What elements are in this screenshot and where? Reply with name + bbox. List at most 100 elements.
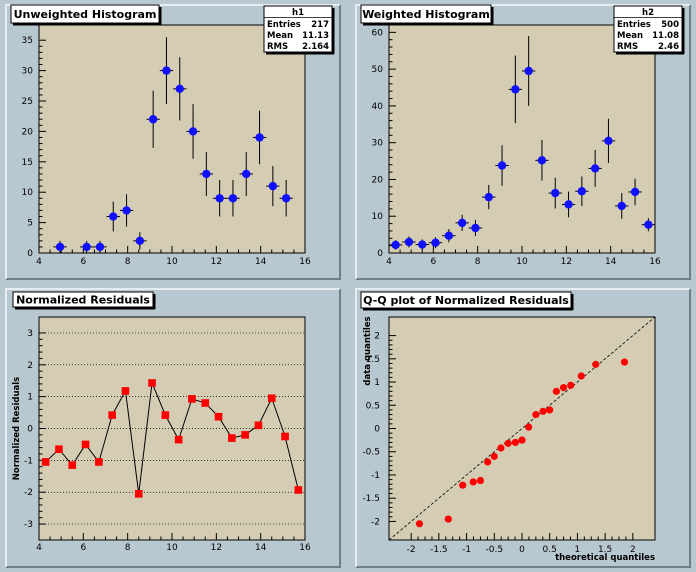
qq-point: [415, 520, 424, 528]
stats-value: 11.08: [652, 31, 679, 41]
data-point: [391, 240, 400, 250]
residual-marker: [55, 445, 63, 454]
x-tick-label: 1: [575, 545, 581, 555]
data-point: [644, 220, 653, 229]
y-tick-label: 0: [374, 425, 380, 435]
residual-marker: [161, 411, 170, 419]
data-point: [215, 194, 224, 203]
y-tick-label: 1.5: [366, 355, 380, 365]
data-point: [255, 133, 264, 142]
data-point: [484, 192, 493, 202]
data-point: [109, 212, 118, 221]
qq-point: [525, 423, 533, 431]
qq-point: [511, 438, 519, 447]
y-tick-label: 1: [27, 393, 33, 403]
y-tick-label: -1.5: [362, 494, 380, 504]
qq-point: [490, 452, 498, 460]
plot-frame: [388, 24, 656, 254]
data-point: [617, 201, 626, 211]
residual-marker: [267, 394, 276, 403]
residual-marker: [228, 434, 236, 442]
qq-point: [592, 360, 600, 368]
title-box: [10, 4, 160, 24]
stats-label: RMS: [617, 42, 638, 52]
qq-point: [497, 444, 505, 452]
qq-point: [444, 515, 452, 523]
qq-point: [552, 387, 560, 395]
data-point: [577, 187, 587, 196]
data-point: [281, 194, 291, 203]
y-tick-label: 0: [27, 249, 33, 259]
data-point: [162, 66, 171, 75]
x-axis-label: theoretical quantiles: [555, 553, 655, 563]
stats-label: RMS: [267, 42, 288, 52]
data-point: [471, 223, 480, 233]
x-tick-label: 10: [166, 543, 178, 553]
x-tick-label: 10: [166, 257, 178, 267]
y-tick-label: 20: [372, 175, 384, 185]
x-tick-label: 16: [299, 543, 311, 553]
y-tick-label: -2: [371, 517, 380, 527]
stats-value: 217: [311, 20, 329, 30]
residual-marker: [281, 432, 289, 441]
qq-point: [620, 358, 629, 366]
residual-marker: [68, 461, 77, 469]
qq-point: [504, 439, 512, 447]
data-point: [537, 156, 547, 165]
data-point: [431, 238, 440, 247]
y-tick-label: -0.5: [362, 448, 380, 458]
residual-marker: [188, 395, 196, 403]
residual-marker: [294, 486, 303, 494]
residual-marker: [41, 458, 50, 466]
x-tick-label: 10: [516, 257, 528, 267]
residual-marker: [174, 435, 183, 444]
x-tick-label: 6: [80, 543, 86, 553]
y-axis-label: data quantiles: [363, 316, 373, 385]
qq-point: [518, 436, 526, 444]
data-point: [404, 237, 414, 247]
data-point: [268, 181, 278, 191]
x-tick-label: 14: [605, 257, 617, 267]
y-tick-label: 0.5: [366, 401, 380, 411]
chart-4: -2 -1.5 -1 -0.5 0 0.5 1 1.5 2 -2 -1.5 -1 -0.5 0 0.5 1 1.…: [360, 291, 656, 563]
title-box: [360, 291, 572, 309]
y-tick-label: 25: [22, 97, 33, 107]
qq-point: [567, 381, 575, 389]
y-tick-label: -3: [24, 520, 33, 530]
residual-marker: [121, 387, 130, 395]
stats-value: 500: [661, 20, 679, 30]
chart-title: Weighted Histogram: [362, 8, 490, 21]
y-tick-label: 5: [27, 219, 33, 229]
qq-point: [532, 410, 540, 419]
x-tick-label: 4: [386, 257, 392, 267]
stats-box: [613, 5, 683, 53]
data-point: [228, 194, 238, 203]
data-point: [630, 187, 640, 197]
data-point: [524, 66, 533, 76]
x-tick-label: 14: [255, 543, 267, 553]
y-tick-label: 3: [27, 329, 33, 339]
data-point: [564, 200, 573, 209]
qq-point: [484, 458, 492, 466]
stats-label: Mean: [267, 31, 293, 41]
residual-marker: [81, 440, 90, 449]
x-tick-label: 1.5: [598, 545, 612, 555]
qq-point: [539, 407, 547, 415]
data-point: [418, 240, 427, 249]
y-tick-label: 30: [22, 67, 34, 77]
x-tick-label: 6: [430, 257, 436, 267]
y-tick-label: 1: [374, 378, 380, 388]
chart-title: Q-Q plot of Normalized Residuals: [363, 294, 569, 307]
data-point: [95, 242, 105, 252]
y-tick-label: 10: [22, 188, 34, 198]
data-point: [122, 206, 131, 215]
y-tick-label: -1: [24, 456, 33, 466]
residual-marker: [241, 431, 249, 439]
qq-point: [459, 481, 467, 489]
y-tick-label: -1: [371, 471, 380, 481]
x-tick-label: 6: [80, 257, 86, 267]
data-point: [148, 115, 158, 124]
y-tick-label: 30: [372, 139, 384, 149]
